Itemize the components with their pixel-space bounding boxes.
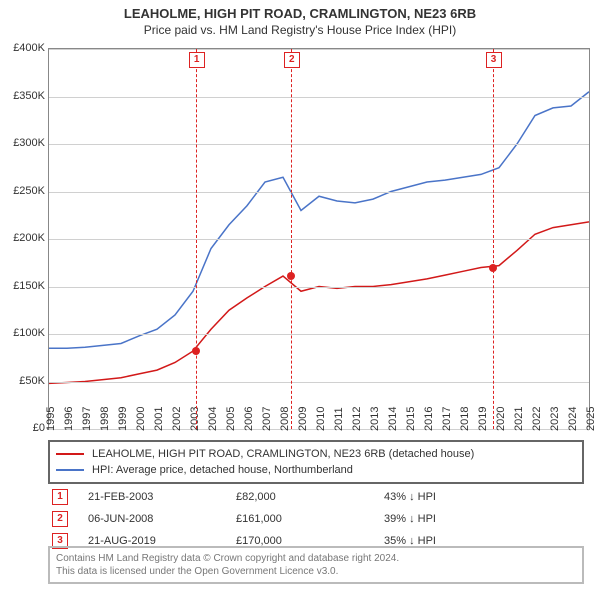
- x-axis-label: 2010: [315, 407, 327, 431]
- gridline: [49, 382, 589, 383]
- x-axis-label: 2014: [387, 407, 399, 431]
- plot-area: £0£50K£100K£150K£200K£250K£300K£350K£400…: [48, 48, 590, 430]
- legend-item: HPI: Average price, detached house, Nort…: [56, 462, 576, 478]
- x-axis-label: 1997: [81, 407, 93, 431]
- legend-label: LEAHOLME, HIGH PIT ROAD, CRAMLINGTON, NE…: [92, 448, 474, 460]
- x-axis-label: 2008: [279, 407, 291, 431]
- x-axis-label: 2015: [405, 407, 417, 431]
- gridline: [49, 192, 589, 193]
- x-axis-label: 2005: [225, 407, 237, 431]
- marker-dot: [287, 272, 295, 280]
- sale-entries: 1 21-FEB-2003 £82,000 43% ↓ HPI 2 06-JUN…: [48, 486, 568, 552]
- x-axis-label: 2012: [351, 407, 363, 431]
- x-axis-label: 1995: [45, 407, 57, 431]
- marker-vline: [493, 49, 494, 429]
- gridline: [49, 334, 589, 335]
- y-axis-label: £50K: [5, 375, 45, 387]
- license-text: This data is licensed under the Open Gov…: [56, 565, 576, 578]
- sale-entry-row: 2 06-JUN-2008 £161,000 39% ↓ HPI: [48, 508, 568, 530]
- legend-swatch: [56, 453, 84, 455]
- marker-dot: [489, 264, 497, 272]
- legend-label: HPI: Average price, detached house, Nort…: [92, 464, 353, 476]
- y-axis-label: £300K: [5, 137, 45, 149]
- y-axis-label: £0: [5, 422, 45, 434]
- legend-item: LEAHOLME, HIGH PIT ROAD, CRAMLINGTON, NE…: [56, 446, 576, 462]
- series-subject: [49, 222, 589, 384]
- y-axis-label: £150K: [5, 280, 45, 292]
- x-axis-label: 2006: [243, 407, 255, 431]
- x-axis-label: 2007: [261, 407, 273, 431]
- x-axis-label: 2001: [153, 407, 165, 431]
- chart-title: LEAHOLME, HIGH PIT ROAD, CRAMLINGTON, NE…: [0, 0, 600, 21]
- gridline: [49, 97, 589, 98]
- entry-price: £161,000: [232, 508, 380, 530]
- x-axis-label: 2018: [459, 407, 471, 431]
- series-hpi: [49, 92, 589, 349]
- x-axis-label: 2025: [585, 407, 597, 431]
- x-axis-label: 2013: [369, 407, 381, 431]
- chart-container: LEAHOLME, HIGH PIT ROAD, CRAMLINGTON, NE…: [0, 0, 600, 590]
- y-axis-label: £250K: [5, 185, 45, 197]
- entry-delta: 39% ↓ HPI: [380, 508, 568, 530]
- x-axis-label: 1999: [117, 407, 129, 431]
- license-box: Contains HM Land Registry data © Crown c…: [48, 546, 584, 584]
- x-axis-label: 2002: [171, 407, 183, 431]
- entry-delta: 43% ↓ HPI: [380, 486, 568, 508]
- x-axis-label: 2019: [477, 407, 489, 431]
- entry-badge: 2: [52, 511, 68, 527]
- x-axis-label: 1998: [99, 407, 111, 431]
- y-axis-label: £400K: [5, 42, 45, 54]
- marker-badge: 2: [284, 52, 300, 68]
- y-axis-label: £350K: [5, 90, 45, 102]
- gridline: [49, 144, 589, 145]
- x-axis-label: 2023: [549, 407, 561, 431]
- y-axis-label: £200K: [5, 232, 45, 244]
- x-axis-label: 2021: [513, 407, 525, 431]
- marker-vline: [196, 49, 197, 429]
- marker-badge: 1: [189, 52, 205, 68]
- chart-subtitle: Price paid vs. HM Land Registry's House …: [0, 21, 600, 37]
- license-text: Contains HM Land Registry data © Crown c…: [56, 552, 576, 565]
- legend-swatch: [56, 469, 84, 471]
- marker-dot: [192, 347, 200, 355]
- x-axis-label: 2022: [531, 407, 543, 431]
- legend-box: LEAHOLME, HIGH PIT ROAD, CRAMLINGTON, NE…: [48, 440, 584, 484]
- entry-date: 06-JUN-2008: [84, 508, 232, 530]
- x-axis-label: 2000: [135, 407, 147, 431]
- gridline: [49, 287, 589, 288]
- gridline: [49, 49, 589, 50]
- x-axis-label: 2004: [207, 407, 219, 431]
- x-axis-label: 2016: [423, 407, 435, 431]
- sale-entry-row: 1 21-FEB-2003 £82,000 43% ↓ HPI: [48, 486, 568, 508]
- x-axis-label: 2017: [441, 407, 453, 431]
- entry-price: £82,000: [232, 486, 380, 508]
- x-axis-label: 2011: [333, 407, 345, 431]
- gridline: [49, 239, 589, 240]
- marker-badge: 3: [486, 52, 502, 68]
- entry-badge: 1: [52, 489, 68, 505]
- marker-vline: [291, 49, 292, 429]
- y-axis-label: £100K: [5, 327, 45, 339]
- x-axis-label: 2009: [297, 407, 309, 431]
- x-axis-label: 2020: [495, 407, 507, 431]
- entry-date: 21-FEB-2003: [84, 486, 232, 508]
- x-axis-label: 1996: [63, 407, 75, 431]
- x-axis-label: 2024: [567, 407, 579, 431]
